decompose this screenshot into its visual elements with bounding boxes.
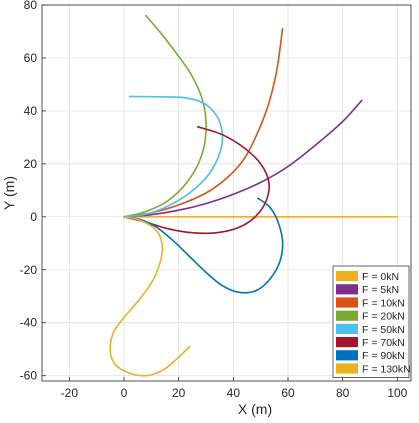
y-tick-label: -40: [20, 316, 38, 330]
legend-label: F = 70kN: [362, 337, 405, 349]
series-lines: [109, 14, 399, 377]
y-tick-label: 20: [24, 157, 38, 171]
plot-frame: [41, 4, 412, 382]
y-tick-label: 0: [30, 210, 37, 224]
legend-label: F = 0kN: [362, 271, 399, 283]
legend-swatch: [336, 297, 358, 308]
legend-swatch: [336, 271, 358, 282]
legend-swatch: [336, 337, 358, 348]
series-line-2: [123, 28, 284, 218]
axis-ticks: -20 0 20 40 60 80 100 -60 -40 -20 0 20 40 60 80: [20, 0, 408, 400]
y-tick-label: -60: [20, 369, 38, 383]
legend-swatch: [336, 350, 358, 361]
legend-label: F = 5kN: [362, 284, 399, 296]
series-line-6: [123, 197, 284, 294]
x-axis-label: X (m): [238, 401, 272, 417]
legend-swatch: [336, 363, 358, 374]
legend-label: F = 90kN: [362, 350, 405, 362]
series-line-3: [123, 14, 207, 218]
x-tick-label: 60: [281, 386, 295, 400]
x-tick-label: 0: [121, 386, 128, 400]
series-line-1: [123, 99, 363, 218]
x-tick-label: 40: [227, 386, 241, 400]
legend-label: F = 20kN: [362, 311, 405, 323]
legend-label: F = 130kN: [362, 363, 411, 375]
legend-label: F = 10kN: [362, 297, 405, 309]
y-tick-label: 40: [24, 104, 38, 118]
series-line-7: [109, 216, 191, 377]
y-tick-label: 60: [24, 51, 38, 65]
legend-swatch: [336, 323, 358, 334]
legend-swatch: [336, 284, 358, 295]
legend-label: F = 50kN: [362, 324, 405, 336]
y-axis-label: Y (m): [1, 176, 17, 210]
x-tick-label: -20: [61, 386, 79, 400]
x-tick-label: 20: [172, 386, 186, 400]
y-tick-label: -20: [20, 263, 38, 277]
series-line-4: [123, 95, 224, 218]
x-tick-label: 100: [387, 386, 407, 400]
x-tick-label: 80: [336, 386, 350, 400]
y-tick-label: 80: [24, 0, 38, 12]
legend-swatch: [336, 310, 358, 321]
series-line-5: [123, 126, 270, 235]
